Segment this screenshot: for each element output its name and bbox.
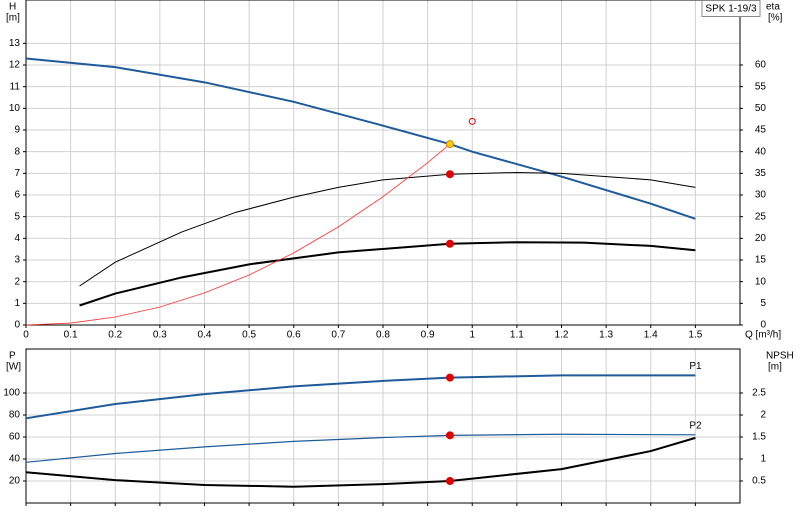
y-tick-label: 1: [14, 298, 20, 309]
x-tick-label: 0.1: [64, 330, 78, 341]
x-tick-label: 0.3: [153, 330, 167, 341]
x-tick-label: 0.4: [198, 330, 212, 341]
y-tick-label: 5: [14, 211, 20, 222]
y2-tick-label: 1: [760, 454, 766, 465]
y2-axis-unit: [m]: [768, 362, 782, 373]
curve: [25, 143, 451, 326]
y2-tick-label: 0.5: [752, 476, 766, 487]
y2-tick-label: 25: [755, 211, 767, 222]
y-tick-label: 11: [10, 81, 21, 92]
y-tick-label: 7: [14, 168, 20, 179]
curve: [25, 57, 696, 220]
y-axis-label: H: [9, 2, 16, 13]
point: [445, 373, 454, 382]
y2-tick-label: 1.5: [752, 432, 766, 443]
y2-tick-label: 2.5: [752, 388, 766, 399]
series-label: P1: [689, 361, 702, 372]
y2-tick-label: 30: [755, 190, 767, 201]
annotation: SPK 1-19/3: [705, 4, 757, 15]
y2-tick-label: 20: [755, 233, 767, 244]
curve: [79, 171, 696, 287]
y-tick-label: 12: [9, 60, 21, 71]
y2-tick-label: 5: [760, 298, 766, 309]
x-tick-label: 0.6: [287, 330, 301, 341]
y2-tick-label: 10: [755, 276, 767, 287]
x-axis-label: Q [m³/h]: [745, 330, 781, 341]
y-tick-label: 4: [14, 233, 20, 244]
y-tick-label: 100: [3, 388, 20, 399]
y-tick-label: 0: [14, 320, 20, 331]
x-tick-label: 0.8: [376, 330, 390, 341]
open-point: [468, 117, 476, 125]
y-tick-label: 20: [9, 476, 21, 487]
y2-axis-unit: [%]: [768, 13, 783, 24]
x-tick-label: 0.5: [242, 330, 256, 341]
y-tick-label: 6: [14, 190, 20, 201]
y2-tick-label: 0: [760, 320, 766, 331]
x-tick-label: 1.2: [555, 330, 569, 341]
x-tick-label: 0: [23, 330, 29, 341]
x-tick-label: 1.5: [688, 330, 702, 341]
point: [445, 431, 454, 440]
y-axis-unit: [W]: [6, 362, 21, 373]
point: [445, 170, 454, 179]
y-tick-label: 2: [14, 276, 20, 287]
y2-tick-label: 15: [755, 255, 767, 266]
point: [445, 239, 454, 248]
x-tick-label: 0.7: [331, 330, 345, 341]
y2-tick-label: 45: [755, 125, 767, 136]
y-tick-label: 10: [9, 103, 21, 114]
curve: [25, 433, 696, 463]
curve: [25, 436, 696, 488]
y-tick-label: 8: [14, 146, 20, 157]
y2-tick-label: 35: [755, 168, 767, 179]
y2-tick-label: 55: [755, 81, 767, 92]
y2-tick-label: 50: [755, 103, 767, 114]
y-tick-label: 13: [9, 38, 21, 49]
x-tick-label: 1: [469, 330, 475, 341]
point: [445, 477, 454, 485]
plot-frame: [25, 348, 741, 504]
y2-tick-label: 40: [755, 146, 767, 157]
plot-frame: [25, 0, 741, 326]
y2-tick-label: 2: [760, 410, 766, 421]
y-axis-unit: [m]: [6, 13, 20, 24]
y-tick-label: 40: [9, 454, 21, 465]
y-axis-label: P: [9, 351, 16, 362]
curve: [79, 241, 696, 307]
y-tick-label: 60: [9, 432, 21, 443]
curve: [25, 374, 696, 420]
x-tick-label: 1.3: [599, 330, 613, 341]
y-tick-label: 80: [9, 410, 21, 421]
annotation-box: [701, 0, 761, 17]
y2-tick-label: 60: [755, 60, 767, 71]
y-tick-label: 3: [14, 255, 20, 266]
x-tick-label: 0.2: [108, 330, 122, 341]
series-label: P2: [689, 420, 702, 431]
point: [445, 140, 454, 149]
y-tick-label: 9: [14, 125, 20, 136]
x-tick-label: 1.4: [644, 330, 658, 341]
x-tick-label: 0.9: [421, 330, 435, 341]
y2-axis-label: NPSH: [766, 351, 794, 362]
x-tick-label: 1.1: [510, 330, 524, 341]
y2-axis-label: eta: [766, 2, 780, 13]
